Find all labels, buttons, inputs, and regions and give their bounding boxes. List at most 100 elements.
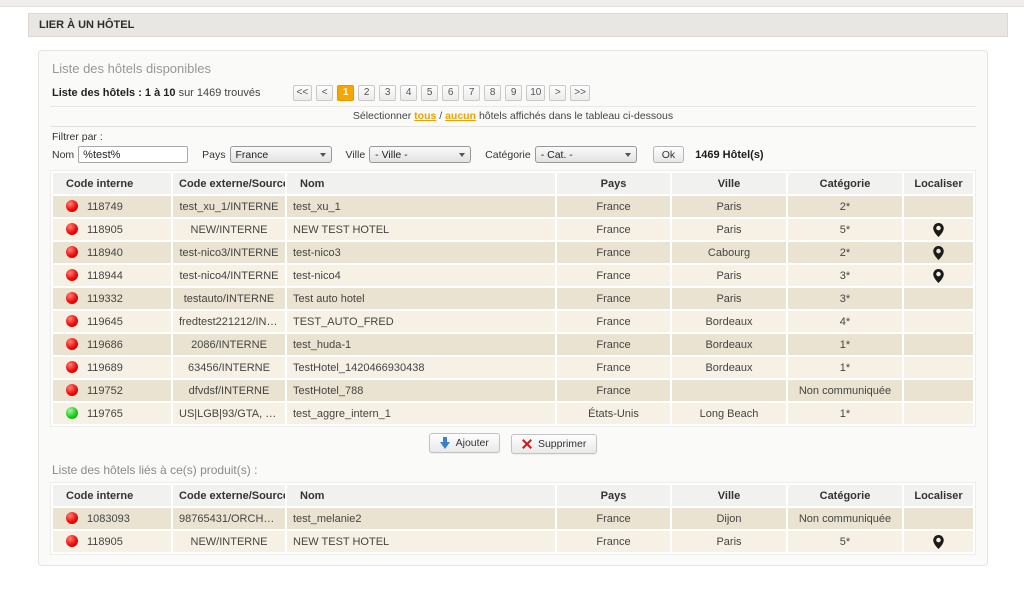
pagination-last-button[interactable]: >> <box>570 85 590 101</box>
localiser-cell <box>904 311 973 332</box>
pays-cell: France <box>557 508 670 529</box>
code-externe-source-cell: NEW/INTERNE <box>173 219 285 240</box>
hotel-row[interactable]: 119689 63456/INTERNE TestHotel_14204669304… <box>53 357 973 378</box>
categorie-select[interactable]: - Cat. - <box>534 146 637 163</box>
hotel-row[interactable]: 119645 fredtest221212/INTERNETEST_AUTO_FR… <box>53 311 973 332</box>
linked-hotels-table-wrap: Code interne Code externe/Source Nom Pays Vi… <box>50 482 976 555</box>
column-header-pays: Pays <box>557 485 670 506</box>
code-interne-cell: 119752 <box>53 380 171 401</box>
map-pin-icon[interactable] <box>933 245 944 260</box>
nom-cell: test_huda-1 <box>287 334 555 355</box>
hotel-row[interactable]: 118905 NEW/INTERNE NEW TEST HOTEL France Par… <box>53 531 973 552</box>
pagination-page-10-button[interactable]: 10 <box>526 85 546 101</box>
localiser-cell <box>904 380 973 401</box>
code-interne-value: 118905 <box>87 224 123 236</box>
localiser-cell <box>904 403 973 424</box>
column-header-code-externe-source: Code externe/Source <box>173 173 285 194</box>
categorie-cell: 4* <box>788 311 902 332</box>
chevron-down-icon <box>459 152 466 157</box>
code-interne-cell: 119689 <box>53 357 171 378</box>
results-toolbar: Liste des hôtels : 1 à 10 sur 1469 trouv… <box>50 83 976 107</box>
localiser-cell[interactable] <box>904 531 973 552</box>
select-separator: / <box>439 110 443 122</box>
hotel-row[interactable]: 118749 test_xu_1/INTERNE test_xu_1 France Pa… <box>53 196 973 217</box>
code-externe-source-cell: testauto/INTERNE <box>173 288 285 309</box>
pagination-page-5-button[interactable]: 5 <box>421 85 439 101</box>
pagination-page-6-button[interactable]: 6 <box>442 85 460 101</box>
categorie-cell: 1* <box>788 334 902 355</box>
status-red-icon <box>66 338 78 350</box>
ajouter-button[interactable]: Ajouter <box>428 433 500 453</box>
actions-row: Ajouter Supprimer <box>50 433 976 454</box>
available-hotels-table-wrap: Code interne Code externe/Source Nom Pays Vi… <box>50 170 976 427</box>
supprimer-button[interactable]: Supprimer <box>510 434 598 454</box>
nom-cell: Test auto hotel <box>287 288 555 309</box>
column-header-categorie: Catégorie <box>788 173 902 194</box>
ok-button[interactable]: Ok <box>652 146 685 163</box>
code-interne-value: 118940 <box>87 247 123 259</box>
linked-hotels-title: Liste des hôtels liés à ce(s) produit(s)… <box>52 463 258 477</box>
pagination-page-1-button[interactable]: 1 <box>337 85 355 101</box>
status-red-icon <box>66 292 78 304</box>
column-header-ville: Ville <box>672 173 786 194</box>
code-interne-value: 118944 <box>87 270 123 282</box>
pagination-page-8-button[interactable]: 8 <box>484 85 502 101</box>
localiser-cell[interactable] <box>904 265 973 286</box>
pays-cell: États-Unis <box>557 403 670 424</box>
ville-select[interactable]: - Ville - <box>369 146 472 163</box>
hotel-row[interactable]: 118944 test-nico4/INTERNE test-nico4 France… <box>53 265 973 286</box>
results-summary: Liste des hôtels : 1 à 10 sur 1469 trouv… <box>52 87 261 99</box>
results-total: sur 1469 trouvés <box>178 87 261 99</box>
pagination-page-9-button[interactable]: 9 <box>505 85 523 101</box>
nom-cell: NEW TEST HOTEL <box>287 531 555 552</box>
localiser-cell[interactable] <box>904 242 973 263</box>
status-red-icon <box>66 512 78 524</box>
categorie-select-value: - Cat. - <box>540 148 573 161</box>
pagination-first-button[interactable]: << <box>292 85 313 101</box>
nom-cell: test-nico4 <box>287 265 555 286</box>
hotel-row[interactable]: 119765 US|LGB|93/GTA, US|LGB...test_aggre… <box>53 403 973 424</box>
pays-cell: France <box>557 380 670 401</box>
blue-down-arrow-icon <box>439 437 450 449</box>
map-pin-icon[interactable] <box>933 268 944 283</box>
hotel-row[interactable]: 118940 test-nico3/INTERNE test-nico3 France… <box>53 242 973 263</box>
categorie-cell: 2* <box>788 196 902 217</box>
column-header-categorie: Catégorie <box>788 485 902 506</box>
hotel-row[interactable]: 119752 dfvdsf/INTERNE TestHotel_788 France N… <box>53 380 973 401</box>
code-externe-source-cell: fredtest221212/INTERNE <box>173 311 285 332</box>
nom-input[interactable] <box>78 146 189 163</box>
categorie-cell: 3* <box>788 265 902 286</box>
localiser-cell <box>904 196 973 217</box>
hotel-row[interactable]: 119332 testauto/INTERNE Test auto hotel Fra… <box>53 288 973 309</box>
code-interne-cell: 119765 <box>53 403 171 424</box>
nom-cell: test_melanie2 <box>287 508 555 529</box>
status-red-icon <box>66 361 78 373</box>
nom-cell: TestHotel_1420466930438 <box>287 357 555 378</box>
link-hotel-panel: Liste des hôtels disponibles Liste des h… <box>38 50 988 566</box>
hotel-row[interactable]: 1083093 98765431/ORCHESTRA...test_melanie… <box>53 508 973 529</box>
map-pin-icon[interactable] <box>933 222 944 237</box>
code-interne-value: 1083093 <box>87 513 130 525</box>
pays-select[interactable]: France <box>229 146 332 163</box>
hotel-row[interactable]: 119686 2086/INTERNE test_huda-1 France Borde… <box>53 334 973 355</box>
localiser-cell[interactable] <box>904 219 973 240</box>
pays-cell: France <box>557 219 670 240</box>
categorie-cell: 5* <box>788 531 902 552</box>
ville-cell: Paris <box>672 288 786 309</box>
status-green-icon <box>66 407 78 419</box>
pagination-next-button[interactable]: > <box>549 85 567 101</box>
pagination-page-7-button[interactable]: 7 <box>463 85 481 101</box>
pagination-prev-button[interactable]: < <box>316 85 334 101</box>
pagination-page-3-button[interactable]: 3 <box>379 85 397 101</box>
column-header-nom: Nom <box>287 485 555 506</box>
pagination-page-4-button[interactable]: 4 <box>400 85 418 101</box>
map-pin-icon[interactable] <box>933 534 944 549</box>
ville-cell: Long Beach <box>672 403 786 424</box>
status-red-icon <box>66 200 78 212</box>
select-all-link[interactable]: tous <box>414 110 437 122</box>
pagination-page-2-button[interactable]: 2 <box>358 85 376 101</box>
column-header-ville: Ville <box>672 485 786 506</box>
hotel-row[interactable]: 118905 NEW/INTERNE NEW TEST HOTEL France Par… <box>53 219 973 240</box>
select-none-link[interactable]: aucun <box>445 110 477 122</box>
code-externe-source-cell: dfvdsf/INTERNE <box>173 380 285 401</box>
